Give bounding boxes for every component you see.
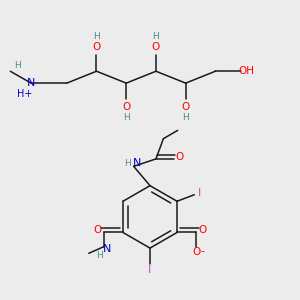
Text: I: I <box>148 265 152 275</box>
Text: I: I <box>198 188 201 198</box>
Text: N: N <box>103 244 111 254</box>
Text: O: O <box>182 102 190 112</box>
Text: O: O <box>175 152 183 162</box>
Text: H: H <box>153 32 159 41</box>
Text: N: N <box>133 158 141 168</box>
Text: O: O <box>192 247 200 257</box>
Text: H: H <box>123 113 130 122</box>
Text: O: O <box>199 225 207 235</box>
Text: O: O <box>92 43 101 52</box>
Text: OH: OH <box>238 66 255 76</box>
Text: N: N <box>27 78 35 88</box>
Text: H: H <box>96 250 103 260</box>
Text: O: O <box>93 225 101 235</box>
Text: -: - <box>201 246 205 256</box>
Text: H: H <box>124 160 130 169</box>
Text: H: H <box>14 61 21 70</box>
Text: O: O <box>152 43 160 52</box>
Text: O: O <box>122 102 130 112</box>
Text: H+: H+ <box>17 89 32 99</box>
Text: H: H <box>93 32 100 41</box>
Text: H: H <box>182 113 189 122</box>
